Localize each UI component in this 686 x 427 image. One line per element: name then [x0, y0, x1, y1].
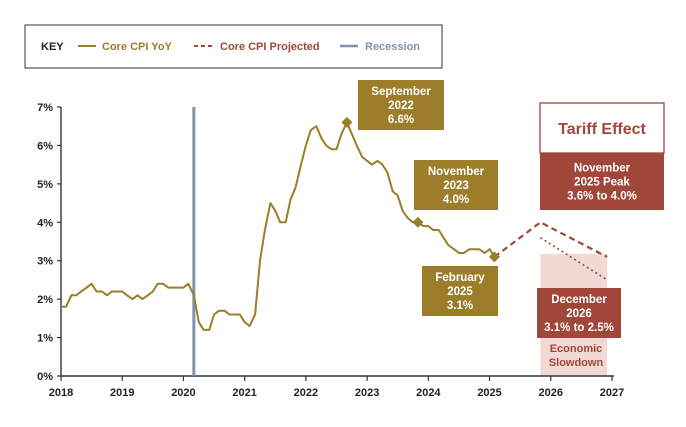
series-core-cpi-yoy — [61, 121, 496, 331]
x-tick-label: 2020 — [171, 387, 195, 399]
x-tick-label: 2027 — [600, 387, 624, 399]
diamond-marker — [341, 116, 353, 128]
legend: KEY Core CPI YoY Core CPI Projected Rece… — [24, 24, 443, 69]
annotation-text: February — [435, 272, 485, 284]
series-core-cpi-projected — [493, 221, 608, 258]
series-projected-lower — [539, 237, 608, 281]
legend-label-recession: Recession — [365, 41, 420, 53]
annotation-text: 4.0% — [443, 194, 469, 206]
annotation-text: September — [371, 86, 431, 98]
annotation-box — [414, 160, 498, 210]
x-tick-label: 2025 — [477, 387, 501, 399]
annotation-text: 3.6% to 4.0% — [567, 191, 637, 203]
legend-label-core-cpi: Core CPI YoY — [102, 41, 173, 53]
x-tick-label: 2024 — [416, 387, 441, 399]
x-tick-label: 2022 — [294, 387, 318, 399]
series-layer — [61, 107, 608, 376]
annotation-text: 2026 — [566, 308, 592, 320]
annotation-text: December — [551, 294, 607, 306]
axes: 0% 1% 2% 3% 4% 5% 6% 7% 2018 2019 2020 2021 2022 2023… — [37, 102, 624, 399]
annotation-box — [540, 153, 664, 210]
economic-slowdown-label: Economic — [550, 343, 603, 355]
x-tick-label: 2023 — [355, 387, 379, 399]
annotation-text: 3.1% to 2.5% — [544, 322, 614, 334]
annotation-text: 3.1% — [447, 300, 473, 312]
legend-label-projected: Core CPI Projected — [220, 41, 320, 53]
y-tick-label: 1% — [37, 333, 53, 345]
annotation-box — [537, 288, 621, 338]
tariff-effect-label: Tariff Effect — [558, 121, 646, 138]
annotation-box — [358, 80, 444, 130]
annotations-layer: September 2022 6.6% November 2023 4.0% Februar… — [358, 80, 665, 369]
legend-title: KEY — [41, 41, 64, 53]
tariff-effect-box — [539, 102, 665, 154]
annotation-text: 2025 — [447, 286, 473, 298]
y-tick-label: 7% — [37, 102, 53, 114]
y-tick-label: 5% — [37, 179, 53, 191]
y-tick-label: 6% — [37, 140, 53, 152]
y-tick-label: 2% — [37, 294, 53, 306]
x-tick-label: 2019 — [110, 387, 134, 399]
y-tick-label: 4% — [37, 217, 53, 229]
economic-slowdown-label: Slowdown — [549, 357, 604, 369]
annotation-box — [422, 266, 498, 316]
y-tick-label: 0% — [37, 371, 53, 383]
annotation-text: 6.6% — [388, 114, 414, 126]
annotation-text: November — [574, 163, 631, 175]
diamond-marker — [488, 251, 500, 263]
annotation-text: 2023 — [443, 180, 469, 192]
annotation-text: November — [428, 166, 485, 178]
x-tick-label: 2026 — [539, 387, 563, 399]
x-tick-label: 2021 — [232, 387, 256, 399]
annotation-text: 2025 Peak — [574, 177, 630, 189]
diamond-marker — [412, 216, 424, 228]
annotation-text: 2022 — [388, 100, 414, 112]
y-tick-label: 3% — [37, 256, 53, 268]
x-tick-label: 2018 — [49, 387, 73, 399]
